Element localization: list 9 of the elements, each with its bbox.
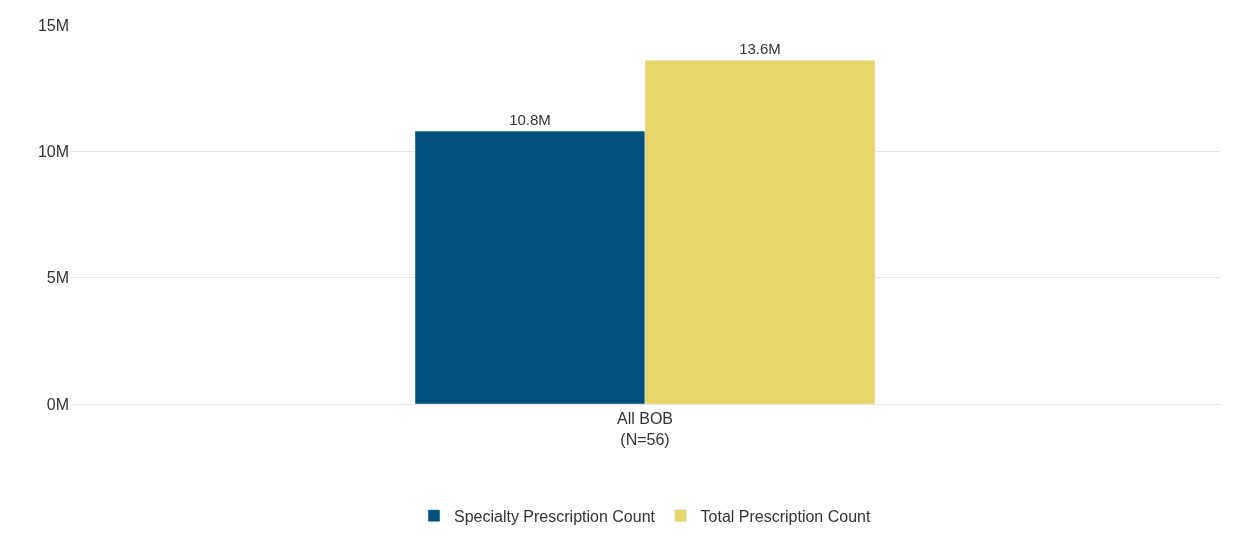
x-tick-label: All BOB (N=56) (616, 410, 674, 448)
legend-label: Total Prescription Count (700, 507, 871, 525)
y-tick-label: 5M (46, 269, 69, 287)
data-label: 10.8M (509, 111, 551, 129)
y-tick-label: 15M (37, 16, 69, 34)
y-tick-label: 0M (46, 395, 69, 413)
data-label: 13.6M (739, 40, 781, 58)
legend-label: Specialty Prescription Count (454, 507, 656, 525)
y-tick-label: 10M (37, 142, 69, 160)
